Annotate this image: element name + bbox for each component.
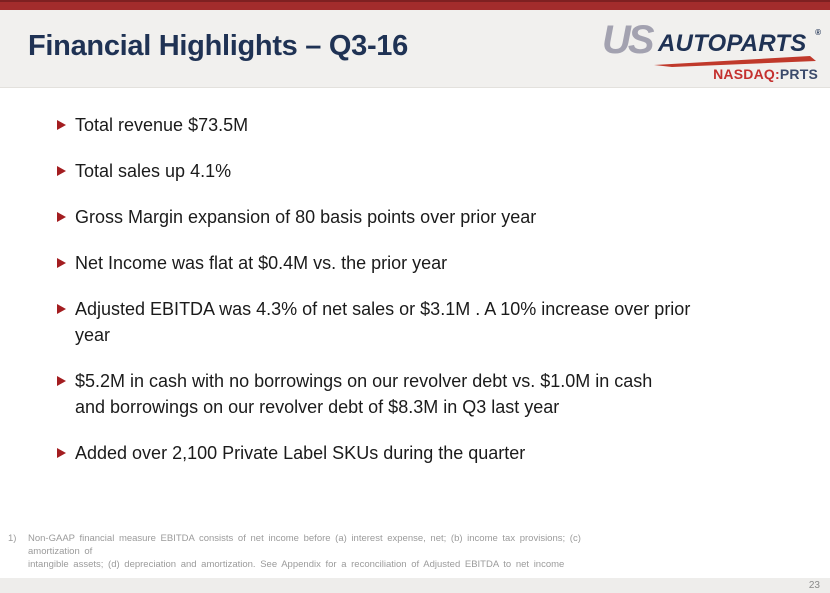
bullet-triangle-icon xyxy=(57,212,66,222)
bullet-triangle-icon xyxy=(57,376,66,386)
bullet-triangle-icon xyxy=(57,448,66,458)
bullet-text: Net Income was flat at $0.4M vs. the pri… xyxy=(75,253,448,273)
page-number: 23 xyxy=(808,580,820,591)
slide-title: Financial Highlights – Q3-16 xyxy=(28,30,408,62)
bullet-text: Added over 2,100 Private Label SKUs duri… xyxy=(75,443,526,463)
list-item: Added over 2,100 Private Label SKUs duri… xyxy=(0,440,790,466)
list-item: $5.2M in cash with no borrowings on our … xyxy=(0,368,790,420)
list-item: Net Income was flat at $0.4M vs. the pri… xyxy=(0,250,790,276)
footnote-marker: 1) xyxy=(8,533,17,544)
logo-autoparts-text: AUTOPARTS xyxy=(658,30,807,57)
list-item: Gross Margin expansion of 80 basis point… xyxy=(0,204,790,230)
bullet-triangle-icon xyxy=(57,304,66,314)
bullet-triangle-icon xyxy=(57,120,66,130)
registered-trademark-icon: ® xyxy=(815,28,821,37)
bullet-text: Gross Margin expansion of 80 basis point… xyxy=(75,207,537,227)
ticker-exchange: NASDAQ: xyxy=(713,66,780,82)
bullet-triangle-icon xyxy=(57,258,66,268)
usautoparts-logo: US AUTOPARTS ® NASDAQ:PRTS xyxy=(602,16,821,86)
nasdaq-ticker: NASDAQ:PRTS xyxy=(713,66,818,82)
footnote: 1) Non-GAAP financial measure EBITDA con… xyxy=(8,532,588,571)
footer-strip: 23 xyxy=(0,578,830,593)
bullet-text: Total revenue $73.5M xyxy=(75,115,249,135)
list-item: Total sales up 4.1% xyxy=(0,158,790,184)
logo-us-text: US xyxy=(602,18,655,62)
footnote-text: Non-GAAP financial measure EBITDA consis… xyxy=(28,533,581,570)
highlights-list: Total revenue $73.5M Total sales up 4.1%… xyxy=(0,112,790,486)
bullet-triangle-icon xyxy=(57,166,66,176)
list-item: Total revenue $73.5M xyxy=(0,112,790,138)
list-item: Adjusted EBITDA was 4.3% of net sales or… xyxy=(0,296,790,348)
slide-header: Financial Highlights – Q3-16 US AUTOPART… xyxy=(0,10,830,88)
logo-swoosh-icon xyxy=(654,56,816,67)
bullet-text: Adjusted EBITDA was 4.3% of net sales or… xyxy=(75,299,691,345)
bullet-text: $5.2M in cash with no borrowings on our … xyxy=(75,371,653,417)
top-accent-bar xyxy=(0,0,830,10)
bullet-text: Total sales up 4.1% xyxy=(75,161,232,181)
ticker-symbol: PRTS xyxy=(779,66,818,82)
